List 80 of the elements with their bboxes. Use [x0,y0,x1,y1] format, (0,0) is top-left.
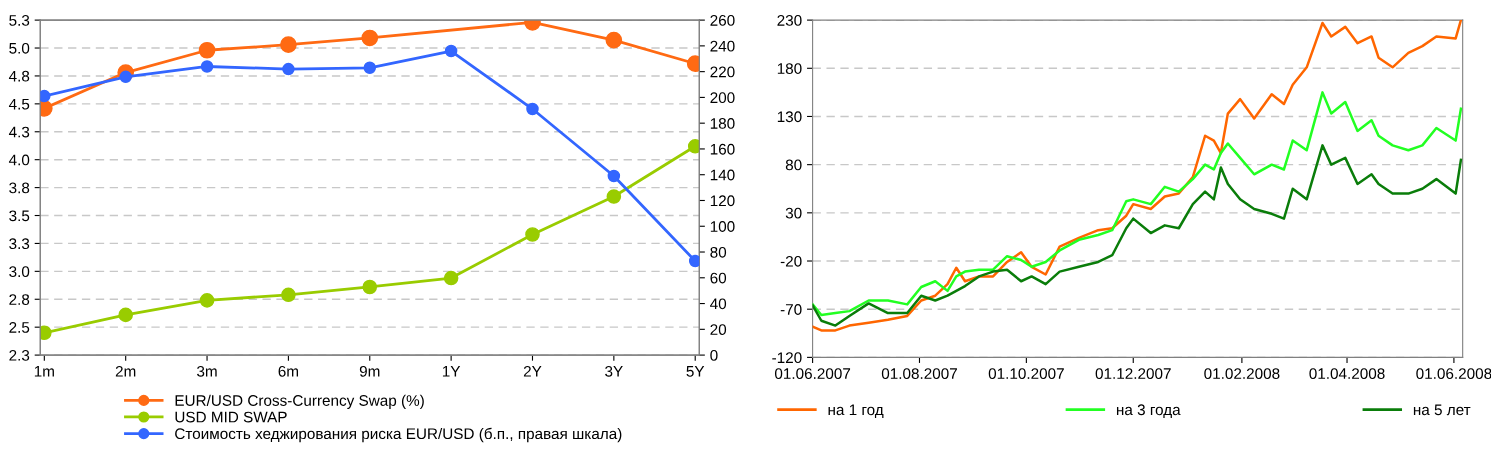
y-tick-label: 4.5 [8,98,30,110]
y2-tick-label: 180 [710,118,735,129]
x-tick-label: 1m [34,366,54,377]
point [605,31,623,49]
x-tick-label: 01.06.2007 [774,368,851,380]
point [525,227,540,242]
y2-tick-label: 60 [710,272,727,284]
y2-tick-label: 140 [710,169,735,181]
point [687,138,700,154]
legend-label: Стоимость хеджирования риска EUR/USD (б.п., правая шкала) [175,427,622,443]
y-tick-label: 4.8 [8,70,30,82]
legend-label: на 1 год [828,404,884,419]
y2-tick-label: 220 [710,66,735,78]
y2-tick-label: 0 [710,349,718,361]
x-tick-label: 3m [197,365,217,377]
line-series [812,144,1463,327]
x-tick-label: 01.04.2008 [1309,368,1385,380]
y-tick-label: 5.3 [9,14,30,26]
point [443,270,459,286]
y-tick-label: 230 [777,14,802,26]
point [280,36,297,54]
y2-tick-label: 100 [710,221,735,232]
x-tick-label: 01.02.2008 [1204,368,1280,380]
y-tick-label: 3.0 [9,266,30,278]
point [198,41,216,59]
legend-label: EUR/USD Cross-Currency Swap (%) [175,394,424,409]
y2-tick-label: 20 [710,324,727,336]
point [282,62,295,76]
x-tick-label: 01.10.2007 [988,368,1064,380]
y2-tick-label: 240 [710,40,735,52]
y-tick-label: 2.5 [9,322,30,333]
x-tick-label: 9m [359,365,380,377]
y-tick-label: -120 [772,352,802,364]
point [361,29,379,47]
y-tick-label: -20 [780,255,802,267]
x-tick-label: 3Y [605,365,623,377]
y-tick-label: 4.0 [8,154,30,166]
point [688,254,700,268]
y-tick-label: 180 [777,63,802,74]
x-tick-label: 01.12.2007 [1095,368,1171,380]
line-series [812,91,1463,317]
y-tick-label: 3.5 [9,210,30,222]
x-tick-label: 5Y [686,366,705,377]
y-tick-label: -70 [780,304,802,315]
y-tick-label: 5.0 [9,42,30,54]
y2-tick-label: 80 [710,246,727,258]
y2-tick-label: 200 [710,92,735,104]
x-tick-label: 1Y [442,366,461,377]
point [119,70,132,84]
y2-tick-label: 160 [710,143,735,155]
legend-label: USD MID SWAP [175,411,287,423]
y-tick-label: 3.3 [9,238,30,250]
point [362,279,378,295]
y-tick-label: 30 [785,207,802,219]
y-tick-label: 3.8 [9,182,30,194]
point [606,189,622,204]
x-tick-label: 2Y [523,365,542,377]
y-tick-label: 2.8 [9,294,30,305]
y-tick-label: 130 [777,111,802,123]
point [526,102,539,116]
y2-tick-label: 120 [710,195,735,207]
y-tick-label: 80 [785,159,802,171]
point [363,61,377,75]
y2-tick-label: 260 [710,14,735,26]
point [199,293,215,308]
x-tick-label: 01.06.2008 [1416,368,1491,380]
x-tick-label: 2m [115,365,136,377]
legend-label: на 5 лет [1413,404,1471,416]
legend-label: на 3 года [1116,404,1181,419]
y-tick-label: 4.3 [8,126,30,138]
x-tick-label: 01.08.2007 [881,368,957,380]
y2-tick-label: 40 [710,298,727,310]
point [200,60,214,73]
x-tick-label: 6m [278,365,299,377]
point [40,89,51,103]
point [444,44,458,58]
point [281,287,296,303]
point [118,307,133,323]
y-tick-label: 2.3 [9,349,30,361]
point [607,169,621,183]
